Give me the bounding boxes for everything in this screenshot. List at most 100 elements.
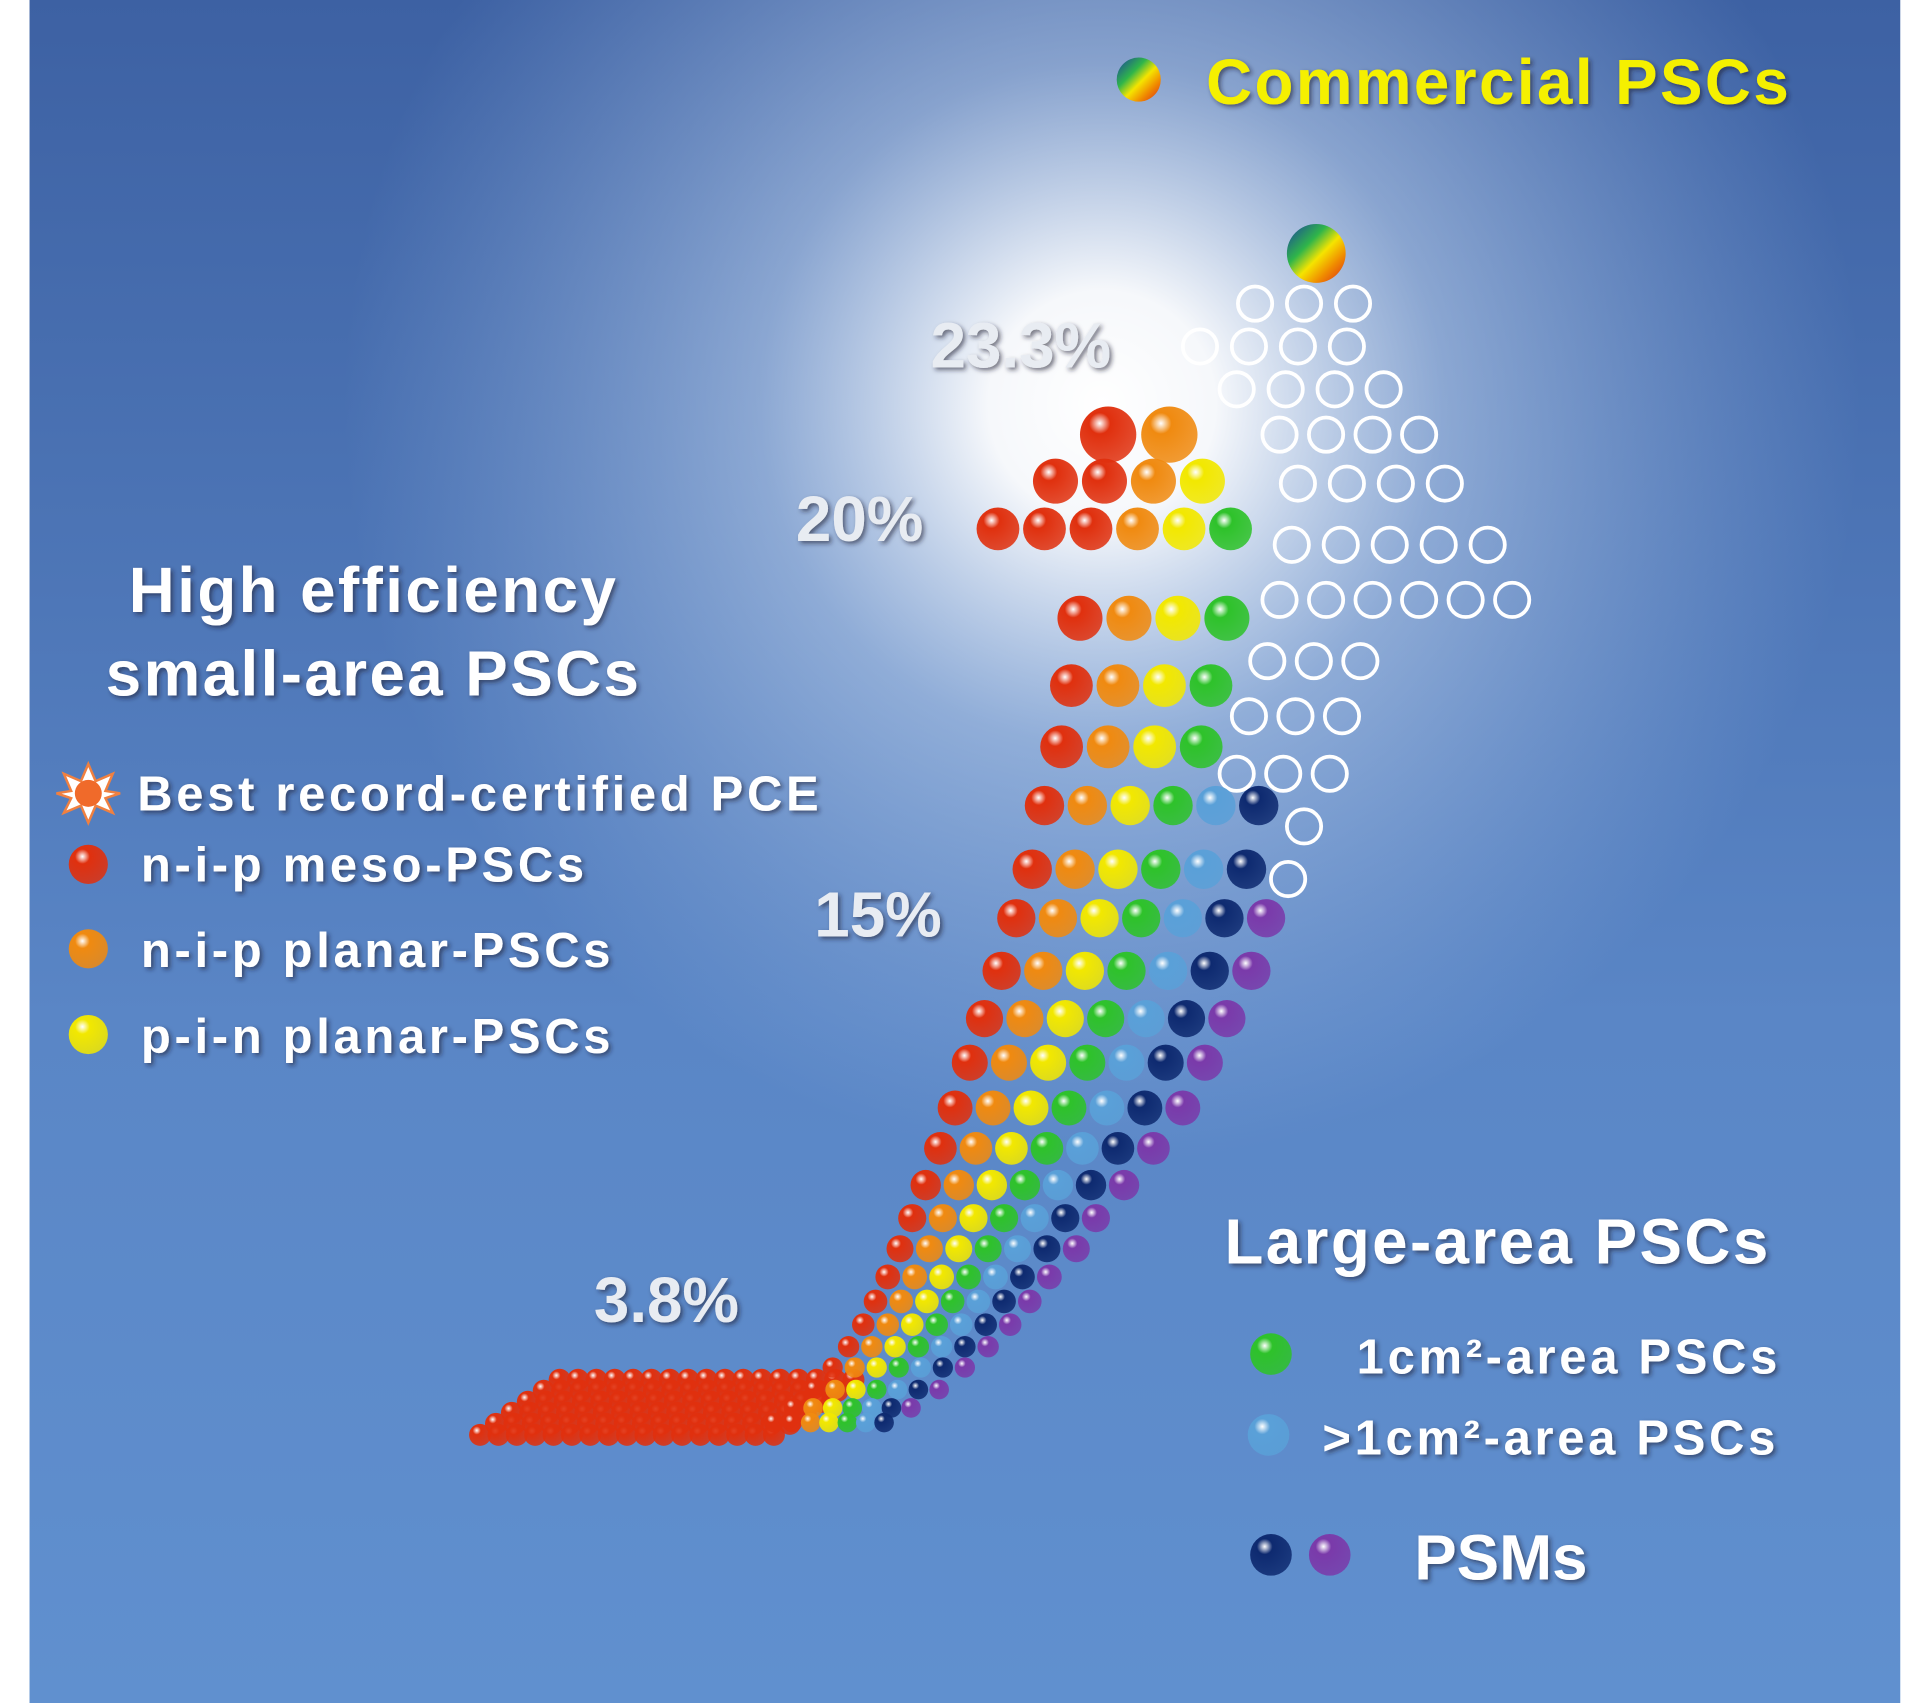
sphere (1229, 327, 1268, 366)
sphere (924, 1132, 957, 1165)
sphere (1376, 464, 1415, 503)
sphere (898, 1204, 927, 1233)
small-area-title: High efficiency (129, 555, 619, 626)
sphere (1400, 580, 1439, 619)
sphere (1180, 327, 1219, 366)
sphere (1122, 899, 1161, 938)
sphere (1057, 595, 1103, 641)
sphere (484, 1412, 508, 1435)
sphere (622, 1368, 645, 1391)
sphere (1226, 849, 1267, 889)
sphere (1017, 1289, 1042, 1314)
legend-marker (1308, 1534, 1351, 1576)
sphere (1147, 1044, 1184, 1081)
sphere (1315, 370, 1354, 409)
sphere (1050, 664, 1093, 708)
sphere (940, 1289, 965, 1314)
sphere (1276, 697, 1315, 736)
sphere (800, 1412, 821, 1433)
sphere (874, 1412, 894, 1433)
sphere (930, 1336, 953, 1358)
sphere (1446, 580, 1485, 619)
sphere (516, 1390, 539, 1413)
sphere (866, 1379, 887, 1400)
sphere (469, 1423, 492, 1446)
efficiency-label: 20% (796, 484, 923, 555)
sphere (1167, 1000, 1206, 1038)
sphere (1260, 580, 1299, 619)
sphere (1148, 951, 1188, 991)
sphere (943, 1169, 974, 1201)
sphere (1081, 458, 1127, 504)
sphere (1236, 284, 1275, 323)
sphere (825, 1379, 845, 1400)
sphere (1032, 458, 1079, 504)
sphere (1285, 284, 1324, 323)
legend-marker (1250, 1333, 1292, 1375)
sphere (945, 1235, 973, 1263)
legend-label: 1cm²-area PSCs (1357, 1331, 1781, 1385)
sphere (1004, 1235, 1032, 1263)
sphere (1278, 464, 1317, 503)
sphere (1046, 1000, 1084, 1038)
sphere (886, 1235, 914, 1263)
sphere (1370, 525, 1409, 564)
sphere (1079, 406, 1137, 463)
sphere (695, 1368, 718, 1391)
legend-marker (68, 844, 108, 884)
sphere (1493, 580, 1532, 619)
legend-label: n-i-p meso-PSCs (141, 838, 588, 892)
sphere (901, 1398, 921, 1418)
sphere (902, 1264, 928, 1290)
sphere (954, 1357, 976, 1378)
sphere (889, 1289, 914, 1314)
sphere (1269, 860, 1308, 899)
sphere (995, 1132, 1028, 1165)
sphere (965, 1000, 1004, 1038)
legend-marker (1250, 1534, 1292, 1576)
sphere (888, 1357, 909, 1378)
sphere (1264, 754, 1303, 793)
sphere (1425, 464, 1464, 503)
sphere (1133, 725, 1177, 769)
sphere (881, 1398, 902, 1418)
sphere (1010, 1264, 1035, 1290)
sphere (1179, 458, 1225, 504)
sphere (915, 1235, 943, 1263)
sphere (992, 1289, 1016, 1314)
sphere (1190, 951, 1229, 991)
sphere (1067, 785, 1108, 826)
sphere (1089, 1090, 1125, 1126)
sphere (787, 1368, 810, 1391)
sphere (976, 1169, 1008, 1201)
sphere (1101, 1132, 1135, 1165)
sphere (1098, 849, 1138, 889)
sphere (966, 1289, 991, 1314)
sphere (1006, 1000, 1044, 1038)
sphere (910, 1357, 931, 1378)
title: Commercial PSCs (1206, 47, 1791, 118)
sphere (1030, 1132, 1064, 1165)
sphere (1141, 406, 1198, 463)
sphere (1013, 1090, 1049, 1126)
sphere-curve (469, 284, 1532, 1446)
efficiency-label: 23.3% (931, 310, 1111, 381)
sphere (1278, 327, 1317, 366)
sphere (1307, 415, 1346, 454)
sphere (932, 1357, 953, 1378)
sphere (1081, 1204, 1110, 1233)
commercial-sphere (1286, 224, 1346, 283)
sphere (1205, 899, 1244, 938)
sphere (1051, 1204, 1080, 1233)
sphere (951, 1044, 988, 1081)
sphere (1127, 1000, 1165, 1038)
sphere (532, 1379, 555, 1402)
sphere (1009, 1169, 1041, 1201)
sphere (1229, 697, 1268, 736)
sphere (782, 1412, 803, 1433)
sphere (1341, 642, 1380, 681)
sphere (974, 1313, 997, 1336)
efficiency-label: 3.8% (594, 1265, 739, 1336)
sphere (1042, 1169, 1074, 1201)
